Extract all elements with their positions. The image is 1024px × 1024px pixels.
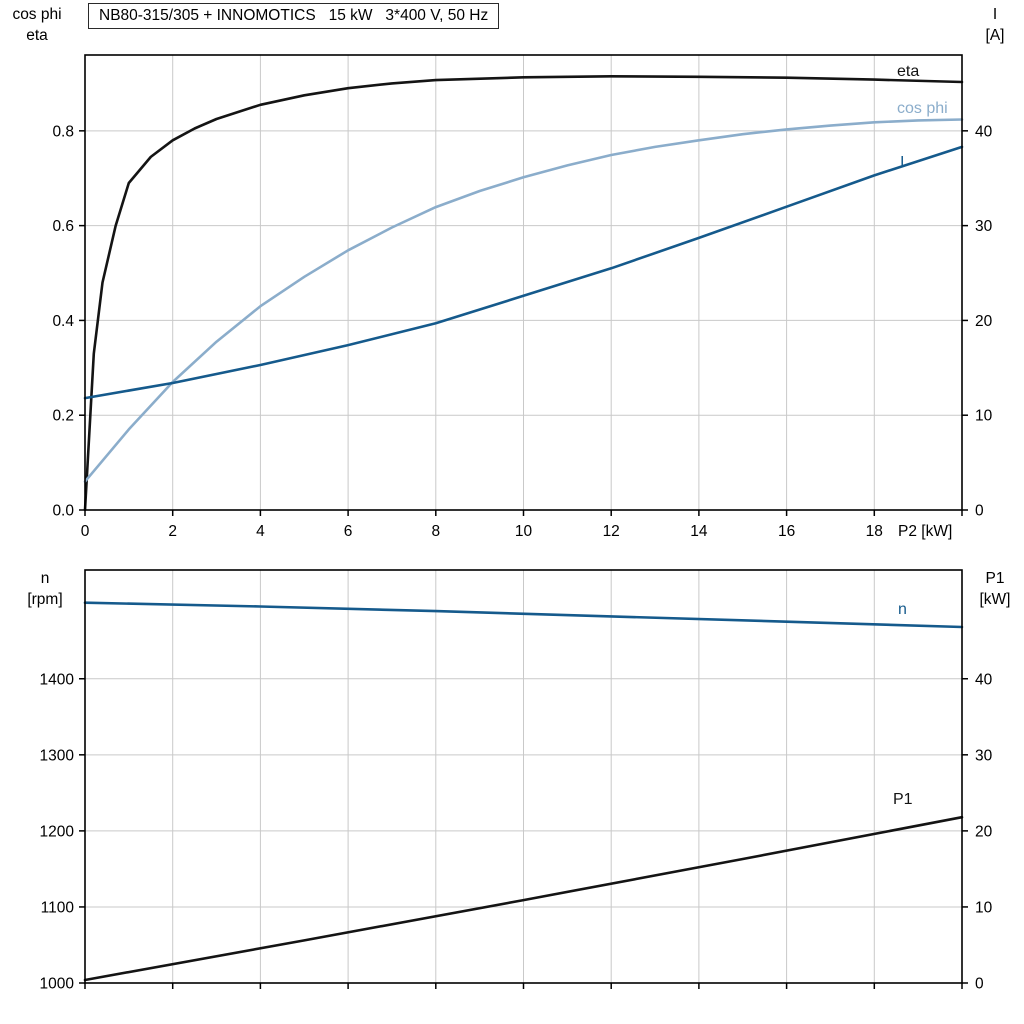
bottom-chart-right-axis-title: P1 [kW] xyxy=(970,568,1020,610)
y-left-tick-label: 1400 xyxy=(40,671,75,688)
chart-panel-0: eta cos phi I 0 2 4 6 8 10 12 14 16 18 P2 [kW] 0.0 0.2 0… xyxy=(52,54,993,540)
x-tick-label: 10 xyxy=(515,523,533,540)
series-label-P1: P1 xyxy=(893,791,913,808)
y-right-tick-label: 40 xyxy=(975,123,993,140)
y-right-tick-label: 10 xyxy=(975,899,993,916)
y-right-tick-label: 20 xyxy=(975,823,993,840)
y-left-tick-label: 0.8 xyxy=(52,123,74,140)
axis-title-current-unit: [A] xyxy=(985,27,1005,44)
y-left-tick-label: 0.4 xyxy=(52,313,74,330)
bottom-chart-left-axis-title: n [rpm] xyxy=(14,568,76,610)
x-tick-label: 2 xyxy=(168,523,177,540)
x-tick-label: 12 xyxy=(603,523,620,540)
axis-title-current: I xyxy=(992,6,998,23)
y-right-tick-label: 0 xyxy=(975,976,984,993)
x-tick-label: 14 xyxy=(690,523,708,540)
x-tick-label: 4 xyxy=(256,523,265,540)
axis-title-speed: n xyxy=(40,570,50,587)
y-left-tick-label: 1100 xyxy=(41,899,75,916)
series-curve-P1 xyxy=(83,815,964,982)
y-left-tick-label: 1200 xyxy=(40,823,75,840)
y-left-tick-label: 0.6 xyxy=(52,218,74,235)
x-tick-label: 6 xyxy=(344,523,353,540)
y-right-tick-label: 30 xyxy=(975,218,993,235)
series-curve-I xyxy=(83,145,964,400)
x-tick-label: 16 xyxy=(778,523,795,540)
series-label-eta: eta xyxy=(897,63,919,80)
y-left-tick-label: 1000 xyxy=(40,976,75,993)
top-chart-right-axis-title: I [A] xyxy=(970,4,1020,46)
y-left-tick-label: 0.2 xyxy=(52,408,74,425)
y-left-tick-label: 1300 xyxy=(40,747,75,764)
series-curve-n xyxy=(83,601,964,629)
series-label-n: n xyxy=(898,601,907,618)
axis-title-speed-unit: [rpm] xyxy=(27,591,63,608)
axis-title-eta: eta xyxy=(26,27,48,44)
series-curve-cos-phi xyxy=(83,118,964,483)
y-right-tick-label: 0 xyxy=(975,503,984,520)
x-axis-label: P2 [kW] xyxy=(898,523,952,540)
y-right-tick-label: 30 xyxy=(975,747,993,764)
series-label-I: I xyxy=(900,154,904,171)
x-tick-label: 18 xyxy=(866,523,883,540)
chart-panel-1: n P1 1000 1100 1200 1300 1400 0 10 20 30 40 xyxy=(40,569,993,993)
x-tick-label: 8 xyxy=(431,523,440,540)
x-tick-label: 0 xyxy=(81,523,90,540)
axis-title-p1: P1 xyxy=(985,570,1005,587)
y-right-tick-label: 40 xyxy=(975,671,993,688)
y-right-tick-label: 10 xyxy=(975,408,993,425)
axis-title-p1-unit: [kW] xyxy=(979,591,1011,608)
y-left-tick-label: 0.0 xyxy=(52,503,74,520)
axis-title-cos-phi: cos phi xyxy=(12,6,62,23)
series-label-cos-phi: cos phi xyxy=(897,100,948,117)
series-curve-eta xyxy=(83,75,964,512)
top-chart-left-axis-title: cos phi eta xyxy=(2,4,72,46)
chart-title: NB80-315/305 + INNOMOTICS 15 kW 3*400 V,… xyxy=(88,3,500,29)
y-right-tick-label: 20 xyxy=(975,313,993,330)
